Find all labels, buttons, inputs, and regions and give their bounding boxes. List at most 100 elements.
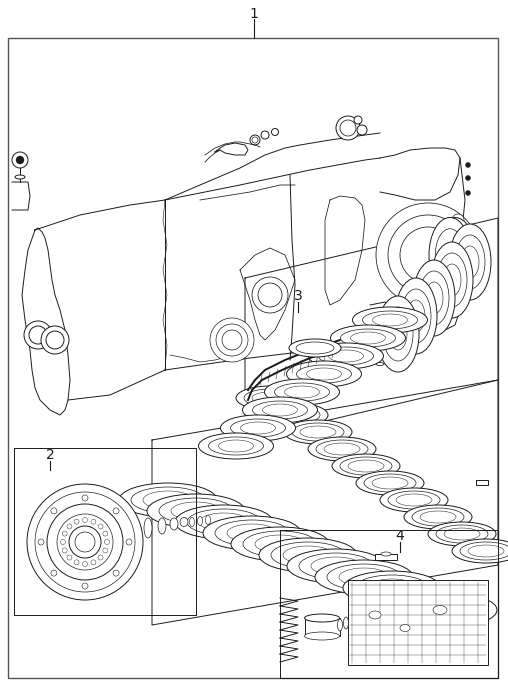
Circle shape — [67, 524, 72, 529]
Circle shape — [465, 163, 470, 168]
Ellipse shape — [353, 307, 428, 333]
Circle shape — [340, 120, 356, 136]
Circle shape — [82, 561, 87, 567]
Ellipse shape — [252, 392, 288, 404]
Circle shape — [27, 484, 143, 600]
Ellipse shape — [199, 513, 249, 531]
Ellipse shape — [389, 318, 407, 350]
Ellipse shape — [175, 505, 273, 539]
Ellipse shape — [171, 502, 221, 520]
Circle shape — [222, 330, 242, 350]
Bar — [476, 480, 488, 485]
Ellipse shape — [369, 611, 381, 619]
Ellipse shape — [400, 624, 410, 631]
Ellipse shape — [242, 397, 318, 423]
Ellipse shape — [412, 508, 464, 526]
Ellipse shape — [340, 329, 396, 347]
Ellipse shape — [455, 235, 485, 289]
Text: 2: 2 — [46, 448, 54, 462]
Ellipse shape — [449, 224, 491, 300]
Ellipse shape — [227, 524, 277, 542]
Circle shape — [57, 514, 113, 570]
Ellipse shape — [297, 365, 352, 383]
Circle shape — [29, 326, 47, 344]
Ellipse shape — [255, 535, 305, 553]
Circle shape — [46, 331, 64, 349]
Ellipse shape — [388, 491, 440, 509]
Ellipse shape — [331, 325, 405, 351]
Ellipse shape — [351, 332, 386, 344]
Circle shape — [388, 215, 468, 295]
Ellipse shape — [259, 538, 357, 572]
Circle shape — [47, 504, 123, 580]
Ellipse shape — [287, 549, 385, 583]
Ellipse shape — [252, 401, 307, 419]
Ellipse shape — [367, 579, 417, 597]
Ellipse shape — [231, 527, 329, 561]
Ellipse shape — [131, 487, 205, 513]
Text: 3: 3 — [294, 289, 302, 303]
Ellipse shape — [308, 343, 384, 369]
Ellipse shape — [460, 542, 508, 560]
Ellipse shape — [218, 440, 253, 452]
Circle shape — [98, 524, 103, 529]
Ellipse shape — [159, 498, 233, 524]
Circle shape — [465, 175, 470, 181]
Ellipse shape — [144, 518, 152, 538]
Circle shape — [126, 539, 132, 545]
Circle shape — [261, 131, 269, 139]
Circle shape — [69, 526, 101, 558]
Ellipse shape — [461, 246, 479, 278]
Ellipse shape — [274, 383, 330, 401]
Ellipse shape — [420, 511, 456, 523]
Ellipse shape — [215, 520, 289, 546]
Ellipse shape — [180, 517, 188, 526]
Ellipse shape — [265, 379, 339, 405]
Bar — [375, 554, 397, 560]
Ellipse shape — [407, 300, 425, 332]
Circle shape — [103, 548, 108, 553]
Ellipse shape — [244, 389, 296, 407]
Circle shape — [103, 531, 108, 536]
Ellipse shape — [243, 531, 317, 557]
Circle shape — [357, 125, 367, 135]
Ellipse shape — [203, 516, 301, 550]
Ellipse shape — [425, 282, 443, 314]
Text: 1: 1 — [249, 7, 259, 21]
Circle shape — [252, 137, 258, 143]
Ellipse shape — [296, 342, 334, 354]
Circle shape — [60, 539, 66, 545]
Ellipse shape — [284, 386, 320, 398]
Circle shape — [74, 560, 79, 565]
Circle shape — [24, 321, 52, 349]
Ellipse shape — [327, 564, 401, 590]
Ellipse shape — [431, 242, 473, 318]
Ellipse shape — [339, 568, 389, 586]
Ellipse shape — [399, 593, 497, 627]
Ellipse shape — [316, 440, 368, 458]
Circle shape — [82, 495, 88, 501]
Ellipse shape — [371, 582, 469, 616]
Ellipse shape — [343, 617, 348, 629]
Bar — [305, 618, 340, 636]
Ellipse shape — [158, 518, 166, 534]
Ellipse shape — [170, 518, 178, 530]
Ellipse shape — [452, 539, 508, 563]
Ellipse shape — [395, 590, 445, 608]
Circle shape — [113, 570, 119, 576]
Circle shape — [336, 116, 360, 140]
Ellipse shape — [199, 433, 273, 459]
Circle shape — [271, 128, 278, 135]
Ellipse shape — [304, 632, 339, 640]
Ellipse shape — [377, 296, 419, 372]
Ellipse shape — [340, 457, 392, 475]
Bar — [348, 580, 488, 665]
Circle shape — [12, 152, 28, 168]
Circle shape — [16, 156, 24, 164]
Ellipse shape — [437, 253, 467, 307]
Circle shape — [62, 548, 67, 553]
Ellipse shape — [404, 505, 472, 529]
Ellipse shape — [299, 553, 373, 579]
Ellipse shape — [423, 601, 473, 619]
Ellipse shape — [355, 575, 429, 601]
